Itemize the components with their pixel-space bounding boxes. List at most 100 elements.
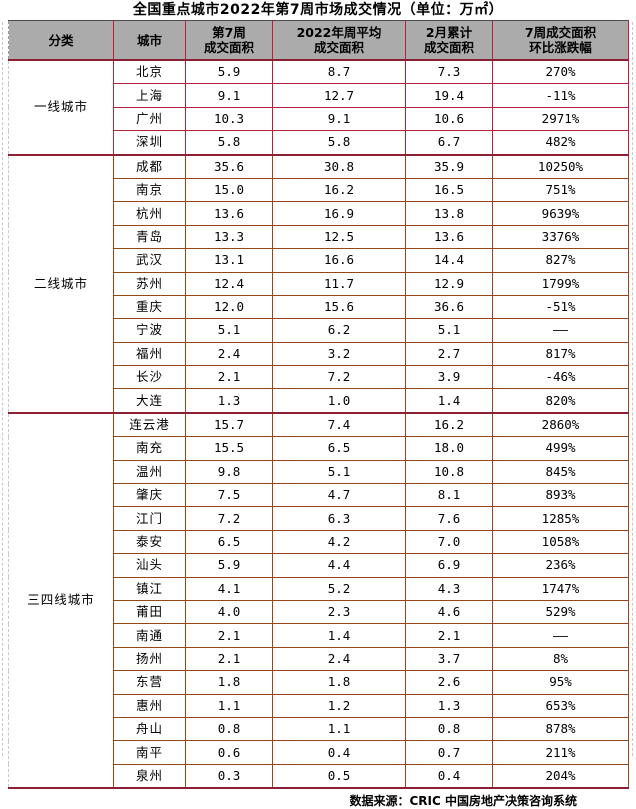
value-cell-wow_change: -46% (492, 365, 629, 390)
column-header-3: 2022年周平均 成交面积 (272, 20, 406, 61)
value-cell-feb_total_area: 4.3 (405, 576, 493, 601)
value-cell-feb_total_area: 7.3 (405, 59, 493, 85)
city-cell: 苏州 (113, 271, 186, 296)
column-header-5: 7周成交面积 环比涨跌幅 (492, 20, 629, 61)
value-cell-week7_area: 0.8 (185, 716, 273, 742)
value-cell-week7_area: 7.2 (185, 506, 273, 531)
value-cell-week7_area: 5.9 (185, 553, 273, 578)
value-cell-week7_area: 1.8 (185, 670, 273, 695)
value-cell-week7_area: 15.0 (185, 177, 273, 203)
category-cell: 一线城市 (8, 59, 114, 156)
table-row: 三四线城市 连云港 15.7 7.4 16.2 2860% (8, 411, 629, 789)
value-cell-weekly_avg_area: 16.6 (272, 248, 406, 273)
value-cell-week7_area: 0.3 (185, 763, 273, 790)
city-cell: 重庆 (113, 294, 186, 320)
table-row: 镇江 4.1 5.2 4.3 1747% (9, 576, 629, 601)
value-cell-weekly_avg_area: 5.1 (272, 459, 406, 485)
value-cell-weekly_avg_area: 1.1 (272, 716, 406, 742)
value-cell-wow_change: 270% (492, 59, 629, 85)
value-cell-feb_total_area: 8.1 (405, 483, 493, 508)
value-cell-wow_change: 878% (492, 716, 629, 742)
table-row: 大连 1.3 1.0 1.4 820% (9, 388, 629, 414)
value-cell-weekly_avg_area: 30.8 (272, 153, 406, 179)
value-cell-weekly_avg_area: 2.3 (272, 599, 406, 625)
city-cell: 泉州 (113, 763, 186, 790)
value-cell-feb_total_area: 2.1 (405, 623, 493, 648)
value-cell-feb_total_area: 2.6 (405, 670, 493, 695)
value-cell-weekly_avg_area: 16.9 (272, 201, 406, 226)
table-row: 温州 9.8 5.1 10.8 845% (9, 459, 629, 485)
value-cell-weekly_avg_area: 16.2 (272, 177, 406, 203)
city-cell: 长沙 (113, 365, 186, 390)
value-cell-feb_total_area: 10.8 (405, 459, 493, 485)
value-cell-wow_change: -11% (492, 83, 629, 108)
value-cell-wow_change: 820% (492, 388, 629, 414)
table-row: 杭州 13.6 16.9 13.8 9639% (9, 201, 629, 226)
column-header-0: 分类 (8, 20, 114, 61)
value-cell-weekly_avg_area: 9.1 (272, 106, 406, 132)
table-row: 二线城市 成都 35.6 30.8 35.9 10250% (8, 153, 629, 414)
value-cell-feb_total_area: 35.9 (405, 153, 493, 179)
city-cell: 肇庆 (113, 483, 186, 508)
city-cell: 广州 (113, 106, 186, 132)
table-row: 重庆 12.0 15.6 36.6 -51% (9, 294, 629, 320)
value-cell-wow_change: 827% (492, 248, 629, 273)
value-cell-week7_area: 15.5 (185, 436, 273, 461)
city-cell: 扬州 (113, 646, 186, 672)
value-cell-weekly_avg_area: 3.2 (272, 341, 406, 367)
value-cell-wow_change: —— (492, 623, 629, 648)
table-title: 全国重点城市2022年第7周市场成交情况（单位：万㎡） (132, 2, 504, 18)
city-cell: 东营 (113, 670, 186, 695)
value-cell-feb_total_area: 6.9 (405, 553, 493, 578)
table-row: 惠州 1.1 1.2 1.3 653% (9, 693, 629, 718)
value-cell-weekly_avg_area: 2.4 (272, 646, 406, 672)
table-row: 苏州 12.4 11.7 12.9 1799% (9, 271, 629, 296)
value-cell-wow_change: 653% (492, 693, 629, 718)
value-cell-wow_change: -51% (492, 294, 629, 320)
value-cell-feb_total_area: 0.7 (405, 740, 493, 765)
table-row: 江门 7.2 6.3 7.6 1285% (9, 506, 629, 531)
value-cell-feb_total_area: 7.6 (405, 506, 493, 531)
table-row: 南通 2.1 1.4 2.1 —— (9, 623, 629, 648)
value-cell-week7_area: 9.1 (185, 83, 273, 108)
city-cell: 武汉 (113, 248, 186, 273)
value-cell-feb_total_area: 3.9 (405, 365, 493, 390)
value-cell-week7_area: 15.7 (185, 411, 273, 438)
city-cell: 汕头 (113, 553, 186, 578)
city-cell: 福州 (113, 341, 186, 367)
value-cell-feb_total_area: 5.1 (405, 318, 493, 343)
value-cell-wow_change: 1747% (492, 576, 629, 601)
value-cell-weekly_avg_area: 1.0 (272, 388, 406, 414)
city-cell: 泰安 (113, 529, 186, 555)
value-cell-feb_total_area: 1.4 (405, 388, 493, 414)
city-cell: 上海 (113, 83, 186, 108)
value-cell-wow_change: —— (492, 318, 629, 343)
value-cell-wow_change: 817% (492, 341, 629, 367)
table-row: 宁波 5.1 6.2 5.1 —— (9, 318, 629, 343)
value-cell-week7_area: 5.8 (185, 130, 273, 156)
table-row: 肇庆 7.5 4.7 8.1 893% (9, 483, 629, 508)
value-cell-feb_total_area: 16.5 (405, 177, 493, 203)
value-cell-feb_total_area: 16.2 (405, 411, 493, 438)
value-cell-feb_total_area: 14.4 (405, 248, 493, 273)
value-cell-week7_area: 9.8 (185, 459, 273, 485)
city-cell: 北京 (113, 59, 186, 85)
value-cell-wow_change: 236% (492, 553, 629, 578)
value-cell-week7_area: 5.1 (185, 318, 273, 343)
value-cell-wow_change: 1799% (492, 271, 629, 296)
value-cell-wow_change: 2860% (492, 411, 629, 438)
table-row: 武汉 13.1 16.6 14.4 827% (9, 248, 629, 273)
value-cell-wow_change: 95% (492, 670, 629, 695)
value-cell-week7_area: 7.5 (185, 483, 273, 508)
value-cell-weekly_avg_area: 6.2 (272, 318, 406, 343)
column-header-1: 城市 (113, 20, 186, 61)
value-cell-weekly_avg_area: 6.5 (272, 436, 406, 461)
data-source: 数据来源：CRIC 中国房地产决策咨询系统 (349, 794, 578, 809)
table-row: 南充 15.5 6.5 18.0 499% (9, 436, 629, 461)
value-cell-week7_area: 4.0 (185, 599, 273, 625)
table-row: 舟山 0.8 1.1 0.8 878% (9, 716, 629, 742)
city-cell: 成都 (113, 153, 186, 179)
value-cell-wow_change: 845% (492, 459, 629, 485)
city-cell: 舟山 (113, 716, 186, 742)
